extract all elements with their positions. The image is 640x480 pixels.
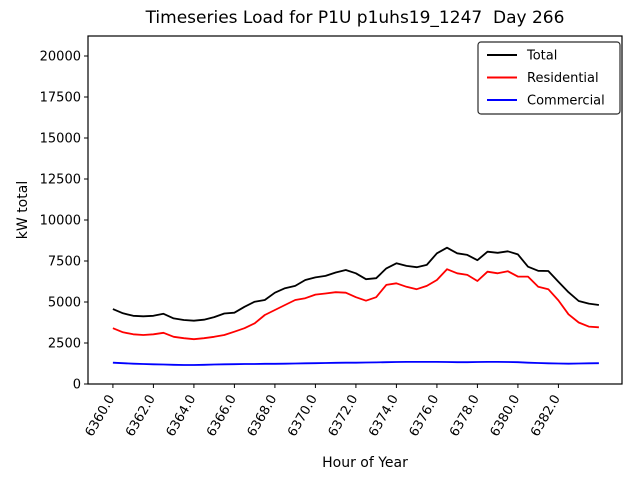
x-tick-label: 6368.0 xyxy=(245,393,281,440)
y-tick-label: 17500 xyxy=(40,91,81,106)
legend-item-total: Total xyxy=(487,49,557,64)
legend: Total Residential Commercial xyxy=(477,41,621,115)
chart-title: Timeseries Load for P1U p1uhs19_1247 Day… xyxy=(145,8,565,28)
series-line-commercial xyxy=(112,360,599,366)
legend-label-commercial: Commercial xyxy=(527,94,605,109)
y-tick-label: 0 xyxy=(73,378,81,393)
x-tick-label: 6382.0 xyxy=(528,393,564,440)
legend-item-residential: Residential xyxy=(487,71,599,86)
x-tick-label: 6366.0 xyxy=(204,393,240,440)
x-tick-label: 6370.0 xyxy=(285,393,321,440)
y-tick-label: 10000 xyxy=(40,214,81,229)
x-axis-ticks: 6360.0 6362.0 6364.0 6366.0 6368.0 6370.0 6372… xyxy=(83,384,564,439)
x-tick-label: 6378.0 xyxy=(447,393,483,440)
x-tick-label: 6372.0 xyxy=(326,393,362,440)
y-tick-label: 15000 xyxy=(40,132,81,147)
x-tick-label: 6362.0 xyxy=(123,393,159,440)
y-tick-label: 12500 xyxy=(40,173,81,188)
y-axis-ticks: 0 2500 5000 7500 10000 12500 15000 17500 20000 xyxy=(40,50,88,393)
legend-label-residential: Residential xyxy=(527,71,599,86)
y-tick-label: 5000 xyxy=(48,296,81,311)
series-line-total xyxy=(112,246,600,322)
x-tick-label: 6364.0 xyxy=(164,393,200,440)
y-tick-label: 20000 xyxy=(40,50,81,65)
x-tick-label: 6380.0 xyxy=(488,393,524,440)
x-tick-label: 6360.0 xyxy=(83,393,119,440)
axes-frame xyxy=(87,35,623,385)
y-axis-label: kW total xyxy=(15,181,31,239)
legend-label-total: Total xyxy=(526,49,557,64)
series-line-residential xyxy=(112,268,599,341)
series-lines xyxy=(112,246,600,366)
x-axis-label: Hour of Year xyxy=(322,455,408,471)
y-tick-label: 7500 xyxy=(48,255,81,270)
legend-box xyxy=(477,41,621,115)
legend-item-commercial: Commercial xyxy=(487,94,605,109)
x-tick-label: 6376.0 xyxy=(407,393,443,440)
y-tick-label: 2500 xyxy=(48,337,81,352)
x-tick-label: 6374.0 xyxy=(366,393,402,440)
